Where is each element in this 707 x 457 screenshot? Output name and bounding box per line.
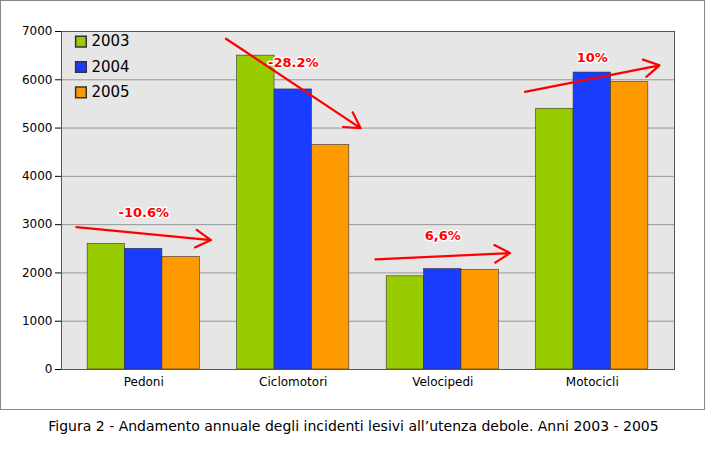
svg-text:Motocicli: Motocicli <box>566 375 619 389</box>
svg-text:Velocipedi: Velocipedi <box>412 375 473 389</box>
svg-text:-28.2%: -28.2% <box>268 55 319 70</box>
svg-text:5000: 5000 <box>22 121 53 135</box>
svg-text:3000: 3000 <box>22 217 53 231</box>
svg-text:0: 0 <box>45 362 53 376</box>
svg-text:2004: 2004 <box>91 58 129 76</box>
svg-text:2000: 2000 <box>22 266 53 280</box>
svg-text:Pedoni: Pedoni <box>124 375 164 389</box>
html-text:Figura 2 - Andamento annuale d: Figura 2 - Andamento annuale degli incid… <box>48 418 659 434</box>
svg-text:1000: 1000 <box>22 314 53 328</box>
svg-text:4000: 4000 <box>22 169 53 183</box>
svg-text:-10.6%: -10.6% <box>118 205 169 220</box>
svg-text:6000: 6000 <box>22 73 53 87</box>
svg-text:2005: 2005 <box>91 83 129 101</box>
svg-text:2003: 2003 <box>91 32 129 50</box>
svg-text:6,6%: 6,6% <box>425 228 461 243</box>
svg-text:7000: 7000 <box>22 24 53 38</box>
svg-text:Ciclomotori: Ciclomotori <box>259 375 327 389</box>
svg-text:10%: 10% <box>577 50 608 65</box>
